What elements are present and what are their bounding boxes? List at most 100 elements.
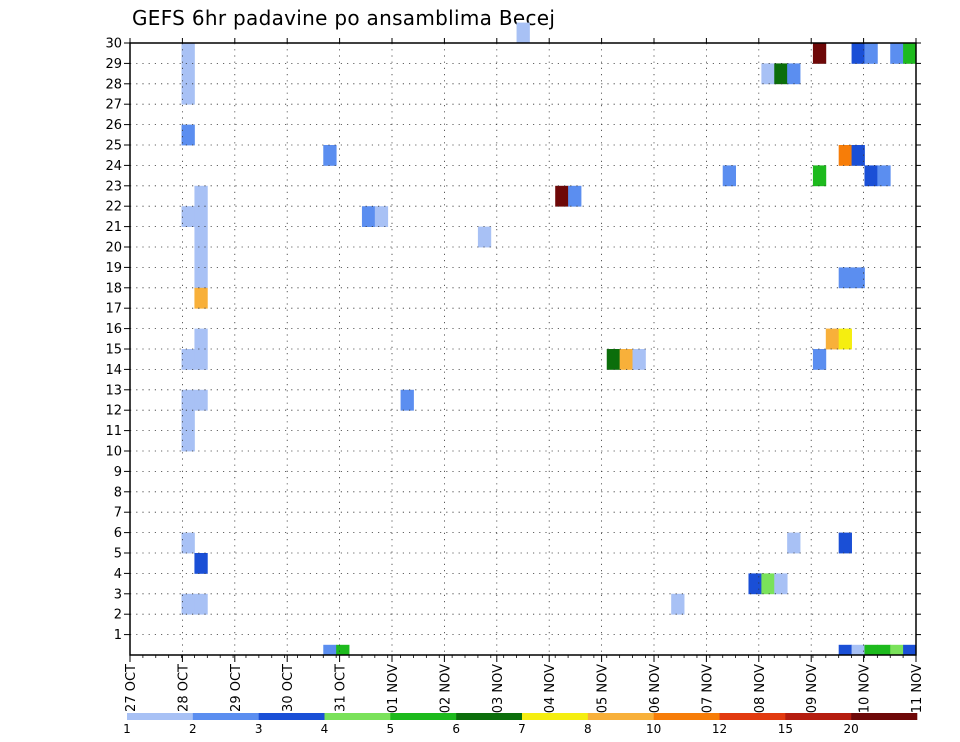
heatmap-cell	[825, 328, 840, 350]
colorbar-label: 3	[255, 722, 263, 736]
colorbar-label: 12	[712, 722, 727, 736]
colorbar-label: 2	[189, 722, 197, 736]
chart-title: GEFS 6hr padavine po ansamblima Becej	[132, 6, 556, 30]
colorbar-label: 1	[123, 722, 131, 736]
heatmap-cell	[671, 593, 685, 615]
x-tick-label: 07 NOV	[700, 664, 715, 713]
heatmap-cell	[568, 185, 582, 207]
heatmap-cell	[864, 644, 878, 655]
heatmap-cell	[181, 389, 195, 411]
colorbar-segment	[587, 713, 654, 720]
y-tick-label: 2	[114, 608, 122, 623]
x-tick-label: 11 NOV	[910, 664, 925, 713]
heatmap-cell	[181, 63, 195, 85]
y-tick-label: 30	[105, 37, 122, 52]
y-tick-label: 20	[105, 241, 122, 256]
heatmap-cell	[194, 389, 208, 411]
heatmap-cell	[877, 644, 891, 655]
heatmap-cell	[194, 185, 208, 207]
y-tick-label: 11	[105, 424, 122, 439]
heatmap-cell	[400, 389, 414, 411]
heatmap-cell	[748, 573, 762, 595]
heatmap-cell	[336, 644, 350, 655]
colorbar-segment	[653, 713, 720, 720]
heatmap-cell	[181, 532, 195, 554]
heatmap-cell	[323, 644, 337, 655]
x-tick-label: 31 OCT	[334, 664, 349, 712]
heatmap-cell	[851, 43, 865, 64]
x-tick-label: 30 OCT	[281, 664, 296, 712]
heatmap-cell	[877, 165, 891, 187]
y-tick-label: 26	[105, 118, 122, 133]
heatmap-cell	[903, 644, 917, 655]
colorbar-label: 10	[646, 722, 661, 736]
y-tick-label: 16	[105, 322, 122, 337]
colorbar-segment	[719, 713, 786, 720]
heatmap-cell	[194, 553, 208, 574]
colorbar-segment	[522, 713, 589, 720]
heatmap-cell	[838, 328, 852, 350]
x-tick-label: 03 NOV	[491, 664, 506, 713]
heatmap-cell	[181, 349, 195, 370]
colorbar-segment	[258, 713, 325, 720]
x-tick-label: 02 NOV	[438, 664, 453, 713]
heatmap-cell	[838, 145, 852, 166]
y-tick-label: 23	[105, 179, 122, 194]
colorbar-label: 7	[518, 722, 526, 736]
heatmap-cell	[851, 145, 865, 166]
x-axis: 27 OCT 28 OCT 29 OCT 30 OCT 31 OCT 01 NOV 02 N…	[124, 38, 925, 713]
heatmap-cell	[632, 349, 646, 370]
y-tick-label: 4	[114, 567, 122, 582]
y-tick-label: 17	[105, 302, 122, 317]
x-tick-label: 27 OCT	[124, 664, 139, 712]
y-tick-label: 21	[105, 220, 122, 235]
heatmap-cell	[181, 430, 195, 452]
y-tick-label: 19	[105, 261, 122, 276]
heatmap-cell	[194, 267, 208, 289]
y-tick-label: 27	[105, 98, 122, 113]
heatmap-cell	[181, 206, 195, 227]
heatmap-cell	[838, 644, 852, 655]
colorbar-label: 4	[321, 722, 329, 736]
heatmap-cell	[851, 644, 865, 655]
y-tick-label: 18	[105, 281, 122, 296]
y-axis: 1234567891011121314151617181920212223242…	[105, 37, 921, 643]
heatmap-cell	[361, 206, 376, 227]
colorbar-segment	[390, 713, 457, 720]
y-tick-label: 3	[114, 587, 122, 602]
x-tick-label: 08 NOV	[753, 664, 768, 713]
heatmap-cell	[619, 349, 633, 370]
y-tick-label: 24	[105, 159, 122, 174]
x-tick-label: 01 NOV	[386, 664, 401, 713]
y-tick-label: 22	[105, 200, 122, 215]
y-tick-label: 5	[114, 547, 122, 562]
heatmap-cell	[838, 267, 852, 289]
x-tick-label: 28 OCT	[176, 664, 191, 712]
colorbar-segment	[127, 713, 194, 720]
x-tick-label: 06 NOV	[648, 664, 663, 713]
x-tick-label: 29 OCT	[229, 664, 244, 712]
heatmap-cell	[181, 83, 195, 105]
y-tick-label: 25	[105, 139, 122, 154]
heatmap-cell	[555, 185, 569, 207]
x-tick-label: 09 NOV	[805, 664, 820, 713]
heatmap-cell	[903, 43, 917, 64]
heatmap-cell	[194, 247, 208, 268]
heatmap-cell	[812, 349, 827, 370]
heatmap-cell	[194, 593, 208, 615]
heatmap-cell	[812, 165, 827, 187]
colorbar-label: 20	[844, 722, 859, 736]
y-tick-label: 14	[105, 363, 122, 378]
y-tick-label: 28	[105, 77, 122, 92]
heatmap-cell	[787, 63, 801, 85]
x-tick-label: 04 NOV	[543, 664, 558, 713]
y-tick-label: 8	[114, 485, 122, 500]
y-tick-label: 12	[105, 404, 122, 419]
heatmap-cell	[864, 165, 878, 187]
heatmap-cell	[864, 43, 878, 64]
heatmap-cell	[890, 644, 904, 655]
y-tick-label: 1	[114, 628, 122, 643]
heatmap-cell	[181, 43, 195, 64]
grid-lines	[130, 43, 916, 655]
heatmap-cell	[761, 63, 775, 85]
